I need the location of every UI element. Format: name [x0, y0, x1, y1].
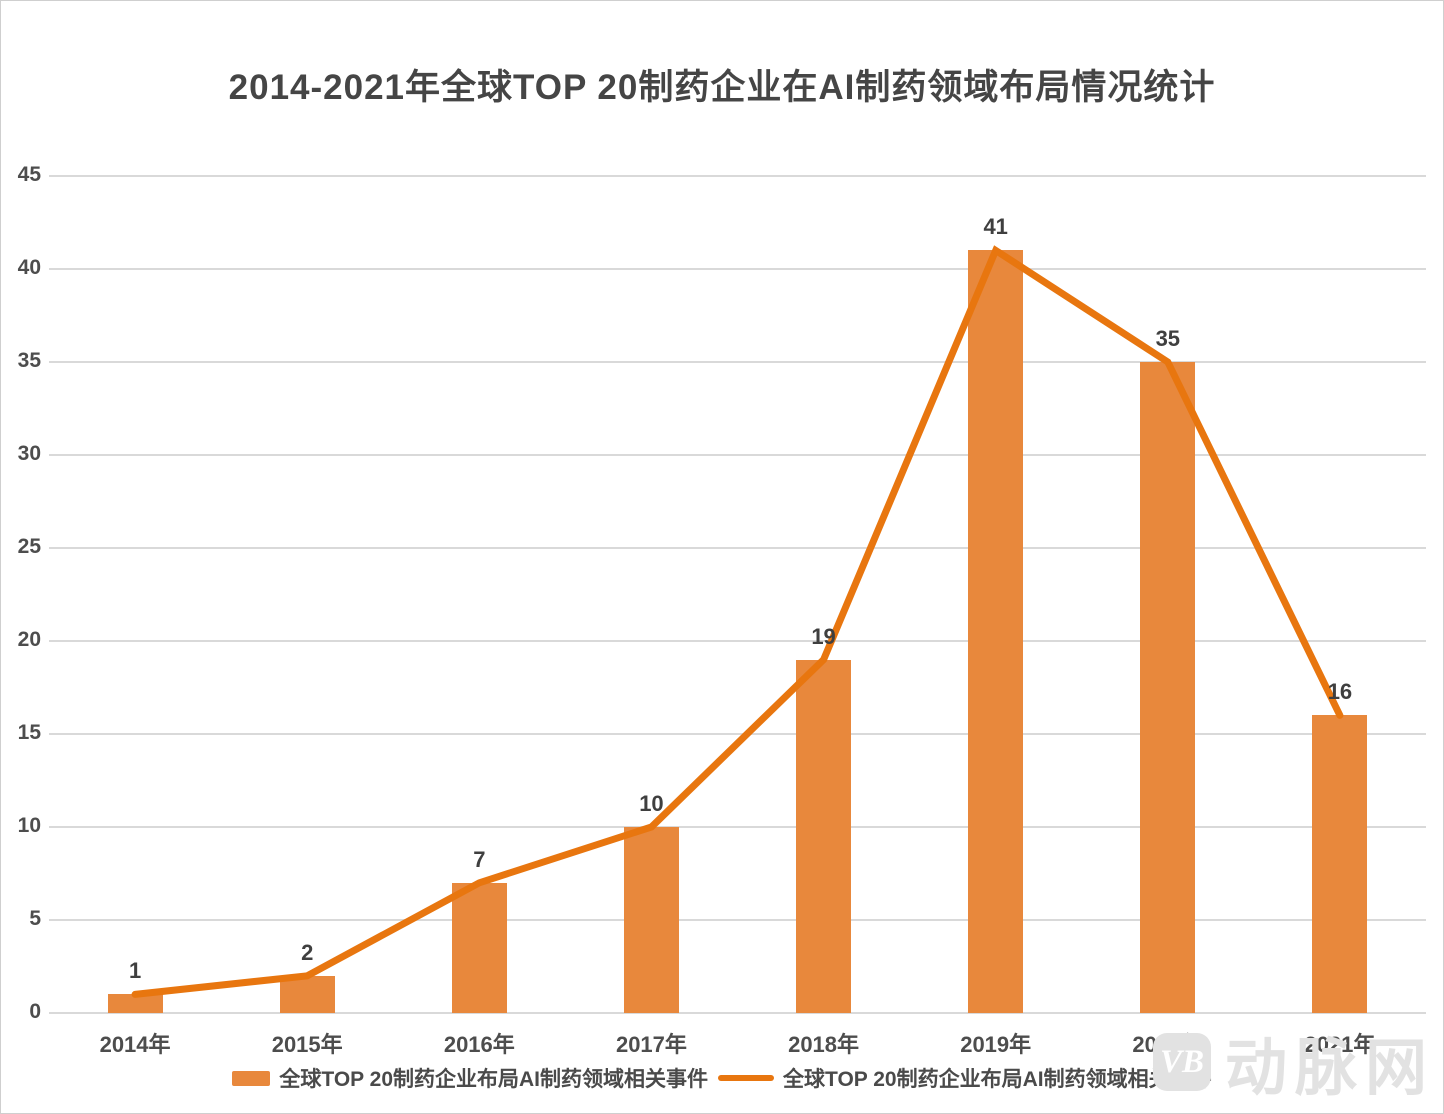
gridline-y35: [49, 361, 1426, 363]
gridline-y5: [49, 919, 1426, 921]
x-label-2015年: 2015年: [271, 1032, 343, 1057]
legend-label-line: 全球TOP 20制药企业布局AI制药领域相关事件: [783, 1068, 1212, 1091]
y-tick-0: 0: [29, 1000, 41, 1023]
y-tick-40: 40: [17, 256, 41, 279]
y-tick-20: 20: [17, 628, 41, 651]
y-tick-30: 30: [17, 442, 41, 465]
bar-2014年: [107, 994, 163, 1013]
bar-2019年: [968, 250, 1024, 1013]
x-label-2014年: 2014年: [99, 1032, 171, 1057]
x-label-2016年: 2016年: [443, 1032, 515, 1057]
y-tick-45: 45: [17, 163, 41, 186]
bar-2017年: [623, 827, 679, 1013]
gridline-y0: [49, 1012, 1426, 1014]
data-label-2015年: 2: [301, 939, 314, 965]
gridline-y15: [49, 733, 1426, 735]
bar-2018年: [796, 659, 852, 1013]
y-tick-25: 25: [17, 535, 41, 558]
gridline-y10: [49, 826, 1426, 828]
legend-label-bar: 全球TOP 20制药企业布局AI制药领域相关事件: [279, 1068, 708, 1091]
chart-title: 2014-2021年全球TOP 20制药企业在AI制药领域布局情况统计: [228, 68, 1216, 107]
x-label-2020年: 2020年: [1132, 1032, 1204, 1057]
y-tick-5: 5: [29, 907, 41, 930]
bar-2020年: [1140, 362, 1196, 1013]
bar-2015年: [279, 975, 335, 1013]
y-tick-35: 35: [17, 349, 41, 372]
x-label-2017年: 2017年: [615, 1032, 687, 1057]
line-swatch-icon: [718, 1075, 774, 1081]
bar-2021年: [1312, 715, 1368, 1013]
data-label-2016年: 7: [473, 846, 486, 872]
x-label-2021年: 2021年: [1304, 1032, 1376, 1057]
legend: 全球TOP 20制药企业布局AI制药领域相关事件 全球TOP 20制药企业布局A…: [1, 1063, 1443, 1093]
data-label-2017年: 10: [639, 791, 664, 816]
data-label-2014年: 1: [128, 958, 142, 984]
legend-item-bar: 全球TOP 20制药企业布局AI制药领域相关事件: [232, 1063, 708, 1093]
legend-item-line: 全球TOP 20制药企业布局AI制药领域相关事件: [718, 1063, 1212, 1093]
gridline-y30: [49, 454, 1426, 456]
y-tick-15: 15: [17, 721, 41, 744]
x-label-2018年: 2018年: [788, 1032, 860, 1057]
gridline-y40: [49, 268, 1426, 270]
gridline-y25: [49, 547, 1426, 549]
gridline-y20: [49, 640, 1426, 642]
data-label-2019年: 41: [983, 214, 1008, 240]
data-label-2021年: 16: [1327, 679, 1353, 705]
bar-2016年: [451, 882, 507, 1013]
data-label-2018年: 19: [811, 623, 836, 649]
bar-swatch-icon: [232, 1070, 271, 1086]
data-label-2020年: 35: [1155, 326, 1181, 351]
y-tick-10: 10: [17, 814, 41, 837]
x-label-2019年: 2019年: [960, 1032, 1032, 1057]
gridline-y45: [49, 175, 1426, 177]
